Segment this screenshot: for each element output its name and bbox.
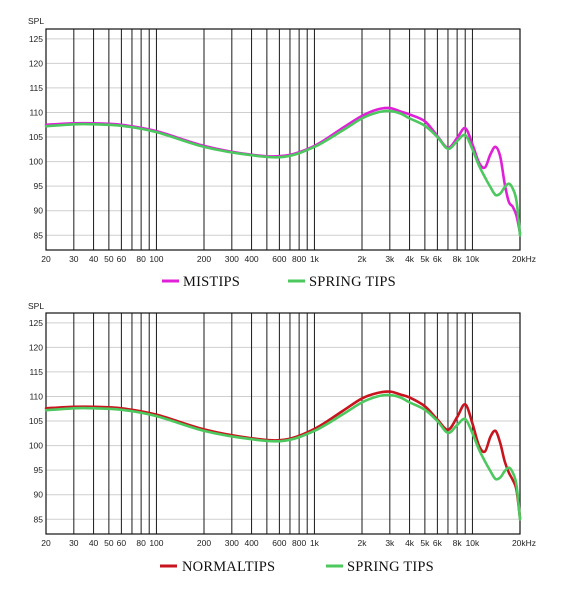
y-tick-label: 85 (34, 230, 44, 240)
x-tick-label: 30 (69, 538, 79, 548)
y-tick-label: 115 (29, 367, 43, 377)
y-tick-label: 100 (29, 441, 43, 451)
legend: NORMALTIPS SPRING TIPS (160, 559, 434, 575)
x-tick-label: 2k (358, 538, 368, 548)
x-tick-label: 600 (272, 254, 286, 264)
y-tick-label: 85 (34, 514, 44, 524)
y-tick-label: 110 (29, 391, 43, 401)
x-tick-label: 3k (385, 538, 395, 548)
x-tick-label: 80 (136, 254, 146, 264)
y-tick-label: 125 (29, 318, 43, 328)
x-tick-label: 10k (466, 538, 480, 548)
x-tick-label: 300 (225, 538, 239, 548)
x-tick-label: 5k (420, 538, 430, 548)
x-tick-label: 80 (136, 538, 146, 548)
plot-frame (45, 28, 521, 251)
x-tick-label: 800 (292, 254, 306, 264)
x-tick-label: 60 (117, 254, 127, 264)
x-tick-label: 40 (89, 254, 99, 264)
legend-label: NORMALTIPS (182, 559, 275, 575)
y-axis-label: SPL (28, 301, 44, 311)
y-tick-label: 105 (29, 132, 43, 142)
x-tick-label: 20kHz (512, 254, 536, 264)
x-tick-label: 400 (244, 254, 258, 264)
x-tick-label: 8k (453, 254, 463, 264)
x-tick-label: 800 (292, 538, 306, 548)
y-tick-label: 100 (29, 157, 43, 167)
x-tick-label: 50 (104, 254, 114, 264)
x-tick-label: 400 (244, 538, 258, 548)
series-line-spring-tips (44, 109, 522, 237)
y-tick-label: 90 (34, 206, 44, 216)
x-tick-label: 6k (433, 538, 443, 548)
x-tick-label: 50 (104, 538, 114, 548)
x-tick-label: 100 (149, 538, 163, 548)
x-tick-label: 200 (197, 254, 211, 264)
x-tick-label: 300 (225, 254, 239, 264)
x-tick-label: 4k (405, 254, 415, 264)
series-line-mistips (44, 106, 522, 235)
x-tick-label: 200 (197, 538, 211, 548)
y-tick-label: 95 (34, 465, 44, 475)
x-tick-label: 6k (433, 254, 443, 264)
x-tick-label: 60 (117, 538, 127, 548)
y-axis-label: SPL (28, 16, 44, 26)
x-tick-label: 20 (41, 254, 51, 264)
x-tick-label: 20kHz (512, 538, 536, 548)
x-tick-label: 1k (310, 254, 320, 264)
series-line-normaltips (44, 390, 522, 520)
y-tick-label: 95 (34, 181, 44, 191)
x-tick-label: 4k (405, 538, 415, 548)
legend-label: SPRING TIPS (309, 274, 396, 290)
y-tick-label: 105 (29, 416, 43, 426)
legend-label: MISTIPS (183, 274, 240, 290)
y-tick-label: 110 (29, 107, 43, 117)
y-tick-label: 125 (29, 34, 43, 44)
x-tick-label: 30 (69, 254, 79, 264)
y-tick-label: 120 (29, 58, 43, 68)
x-tick-label: 5k (420, 254, 430, 264)
legend-label: SPRING TIPS (347, 559, 434, 575)
series-line-spring-tips (44, 393, 522, 521)
x-tick-label: 1k (310, 538, 320, 548)
plot-frame (45, 312, 521, 535)
x-tick-label: 100 (149, 254, 163, 264)
x-tick-label: 3k (385, 254, 395, 264)
x-tick-label: 8k (453, 538, 463, 548)
x-tick-label: 2k (358, 254, 368, 264)
x-tick-label: 20 (41, 538, 51, 548)
legend: MISTIPS SPRING TIPS (162, 274, 396, 290)
x-tick-label: 40 (89, 538, 99, 548)
y-tick-label: 115 (29, 83, 43, 93)
x-tick-label: 600 (272, 538, 286, 548)
y-tick-label: 90 (34, 490, 44, 500)
x-tick-label: 10k (466, 254, 480, 264)
y-tick-label: 120 (29, 342, 43, 352)
